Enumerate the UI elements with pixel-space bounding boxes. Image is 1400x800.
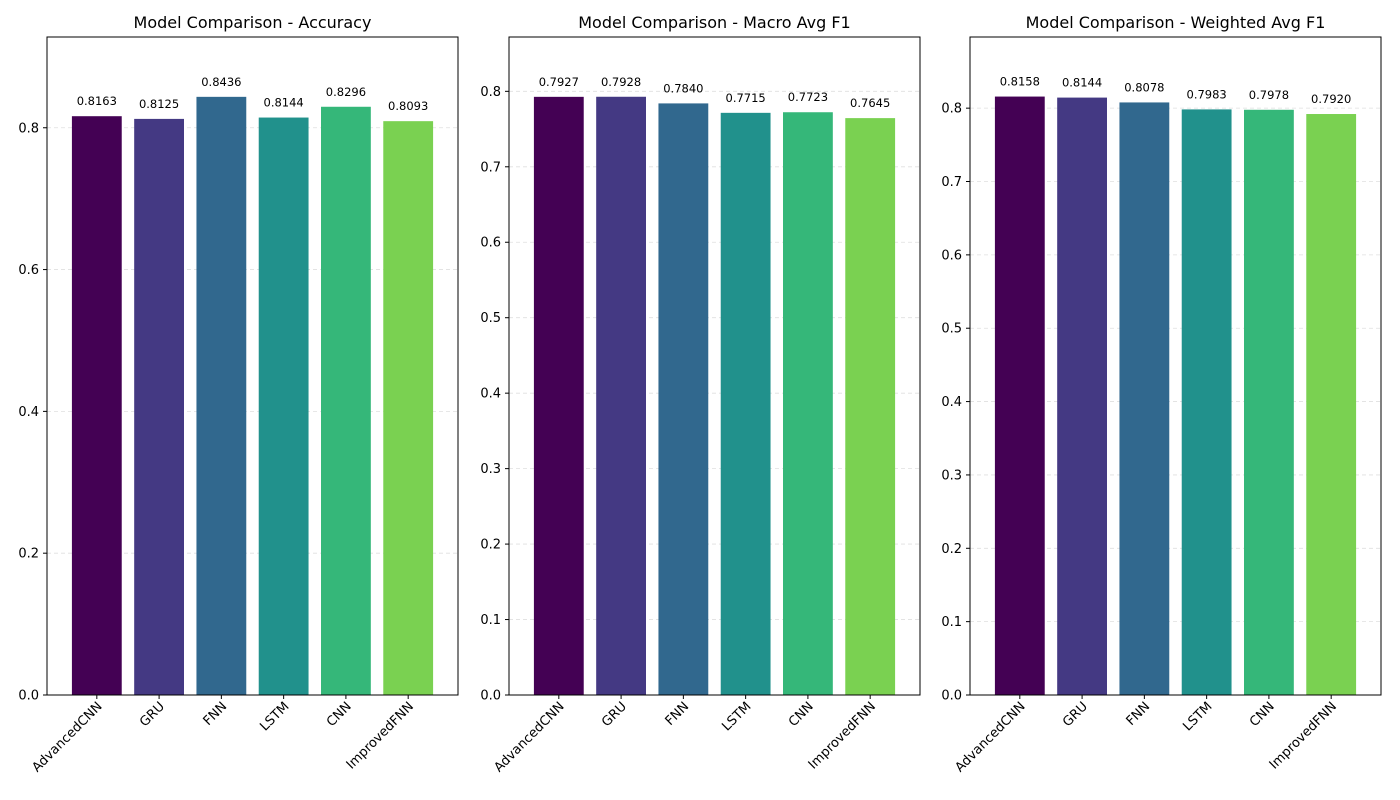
data-label-cnn: 0.7978 — [1249, 88, 1289, 102]
xtick-label-advancedcnn: AdvancedCNN — [491, 699, 567, 775]
xtick-label-gru: GRU — [599, 699, 630, 730]
ytick-label: 0.2 — [480, 538, 501, 553]
data-label-cnn: 0.8296 — [326, 85, 366, 99]
bar-advancedcnn — [533, 96, 584, 696]
bar-cnn — [783, 112, 833, 695]
ytick-label: 0.6 — [18, 263, 39, 278]
bar-advancedcnn — [994, 96, 1045, 696]
ytick-label: 0.6 — [480, 236, 501, 251]
xtick-label-advancedcnn: AdvancedCNN — [29, 699, 105, 775]
data-label-fnn: 0.8078 — [1124, 80, 1164, 94]
xtick-label-lstm: LSTM — [719, 699, 754, 734]
xtick-label-cnn: CNN — [786, 699, 817, 730]
axes-frame — [46, 36, 459, 696]
bar-fnn — [196, 96, 247, 695]
ytick-label: 0.4 — [480, 387, 501, 402]
bar-gru — [134, 118, 184, 695]
xtick-label-improvedfnn: ImprovedFNN — [806, 699, 879, 772]
xtick-label-gru: GRU — [1060, 699, 1091, 730]
data-label-gru: 0.8144 — [1062, 76, 1102, 90]
ytick-label: 0.8 — [480, 85, 501, 100]
xtick-label-advancedcnn: AdvancedCNN — [952, 699, 1028, 775]
ytick-label: 0.3 — [480, 462, 501, 477]
xtick-label-gru: GRU — [137, 699, 168, 730]
data-label-lstm: 0.8144 — [264, 96, 304, 110]
ytick-label: 0.2 — [18, 547, 39, 562]
chart-title: Model Comparison - Accuracy — [134, 13, 372, 32]
ytick-label: 0.1 — [480, 613, 501, 628]
ytick-label: 0.0 — [480, 689, 501, 704]
data-label-lstm: 0.7983 — [1187, 87, 1227, 101]
ytick-label: 0.8 — [18, 121, 39, 136]
ytick-label: 0.1 — [941, 615, 962, 630]
bar-gru — [596, 96, 646, 695]
xtick-label-cnn: CNN — [324, 699, 355, 730]
xtick-label-lstm: LSTM — [1180, 699, 1215, 734]
ytick-label: 0.3 — [941, 468, 962, 483]
xtick-label-fnn: FNN — [1124, 699, 1154, 729]
ytick-label: 0.0 — [941, 689, 962, 704]
chart-panel-3: 0.8158 0.8144 0.8078 0.7983 0.7978 0.7920 0.0 0… — [941, 13, 1382, 775]
ytick-label: 0.0 — [18, 689, 39, 704]
data-label-cnn: 0.7723 — [788, 90, 828, 104]
data-label-fnn: 0.8436 — [201, 75, 241, 89]
bar-lstm — [258, 117, 309, 695]
bar-gru — [1057, 97, 1107, 696]
xtick-label-cnn: CNN — [1247, 699, 1278, 730]
data-label-fnn: 0.7840 — [663, 81, 703, 95]
ytick-label: 0.5 — [480, 311, 501, 326]
bar-cnn — [1244, 109, 1294, 695]
ytick-label: 0.5 — [941, 322, 962, 337]
ytick-label: 0.7 — [941, 175, 962, 190]
data-label-advancedcnn: 0.7927 — [539, 75, 579, 89]
bar-fnn — [1119, 102, 1170, 695]
ytick-label: 0.4 — [18, 405, 39, 420]
bar-fnn — [658, 103, 709, 695]
data-label-gru: 0.7928 — [601, 75, 641, 89]
chart-panel-1: 0.8163 0.8125 0.8436 0.8144 0.8296 0.8093 0.0 0… — [18, 13, 459, 775]
ytick-label: 0.4 — [941, 395, 962, 410]
xtick-label-improvedfnn: ImprovedFNN — [344, 699, 417, 772]
xtick-label-lstm: LSTM — [257, 699, 292, 734]
data-label-advancedcnn: 0.8163 — [77, 94, 117, 108]
axes-frame — [969, 36, 1382, 696]
xtick-label-fnn: FNN — [663, 699, 693, 729]
bar-lstm — [720, 112, 771, 696]
xtick-label-fnn: FNN — [201, 699, 231, 729]
data-label-improvedfnn: 0.8093 — [388, 99, 428, 113]
chart-panel-2: 0.7927 0.7928 0.7840 0.7715 0.7723 0.7645 0.0 0… — [480, 13, 921, 775]
bar-improvedfnn — [845, 118, 896, 696]
bar-advancedcnn — [71, 116, 122, 696]
chart-title: Model Comparison - Weighted Avg F1 — [1026, 13, 1326, 32]
data-label-improvedfnn: 0.7920 — [1311, 92, 1351, 106]
chart-title: Model Comparison - Macro Avg F1 — [578, 13, 850, 32]
ytick-label: 0.7 — [480, 160, 501, 175]
bar-improvedfnn — [1306, 114, 1357, 695]
bar-improvedfnn — [383, 121, 434, 696]
data-label-improvedfnn: 0.7645 — [850, 96, 890, 110]
ytick-label: 0.2 — [941, 542, 962, 557]
data-label-gru: 0.8125 — [139, 97, 179, 111]
xtick-label-improvedfnn: ImprovedFNN — [1267, 699, 1340, 772]
ytick-label: 0.8 — [941, 102, 962, 117]
ytick-label: 0.6 — [941, 248, 962, 263]
bar-lstm — [1181, 109, 1232, 696]
bar-cnn — [321, 106, 371, 695]
data-label-advancedcnn: 0.8158 — [1000, 75, 1040, 89]
data-label-lstm: 0.7715 — [726, 91, 766, 105]
axes-frame — [508, 36, 921, 696]
